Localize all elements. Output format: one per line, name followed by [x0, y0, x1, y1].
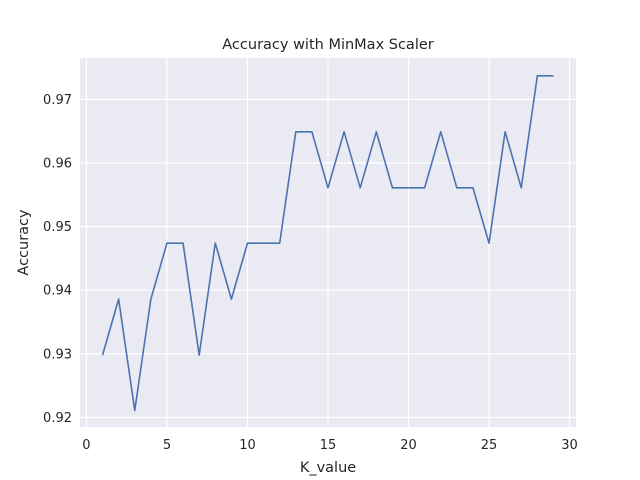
series-line: [101, 75, 554, 412]
y-tick-label: 0.92: [43, 411, 72, 426]
x-tick-label: 10: [239, 438, 256, 453]
tick-labels: 0 5 10 15 20 25 30 0.92 0.93 0.94 0.95 0.96 0.97: [43, 93, 578, 453]
x-tick-label: 20: [400, 438, 417, 453]
x-tick-label: 25: [481, 438, 498, 453]
x-tick-label: 30: [561, 438, 578, 453]
x-tick-label: 5: [163, 438, 171, 453]
y-axis-label: Accuracy: [16, 209, 32, 276]
y-tick-label: 0.97: [43, 93, 72, 108]
y-tick-label: 0.95: [43, 220, 72, 235]
y-tick-label: 0.93: [43, 347, 72, 362]
y-tick-label: 0.94: [43, 284, 72, 299]
chart-title: Accuracy with MinMax Scaler: [222, 37, 434, 53]
y-tick-label: 0.96: [43, 156, 72, 171]
x-tick-label: 15: [320, 438, 337, 453]
x-axis-label: K_value: [300, 460, 356, 476]
x-tick-label: 0: [82, 438, 90, 453]
